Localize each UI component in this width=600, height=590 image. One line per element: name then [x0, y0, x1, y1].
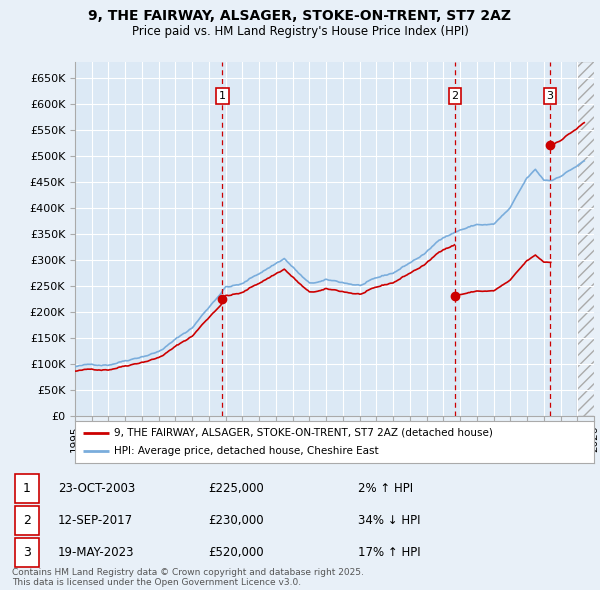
Text: 3: 3: [23, 546, 31, 559]
Text: 17% ↑ HPI: 17% ↑ HPI: [358, 546, 420, 559]
Bar: [577, 62, 600, 416]
FancyBboxPatch shape: [15, 474, 39, 503]
Text: 19-MAY-2023: 19-MAY-2023: [58, 546, 134, 559]
Text: 34% ↓ HPI: 34% ↓ HPI: [358, 514, 420, 527]
Text: £225,000: £225,000: [208, 482, 263, 495]
Text: 23-OCT-2003: 23-OCT-2003: [58, 482, 136, 495]
Text: HPI: Average price, detached house, Cheshire East: HPI: Average price, detached house, Ches…: [114, 446, 379, 456]
Text: £230,000: £230,000: [208, 514, 263, 527]
Text: £520,000: £520,000: [208, 546, 263, 559]
Bar: [577, 62, 600, 416]
Text: Price paid vs. HM Land Registry's House Price Index (HPI): Price paid vs. HM Land Registry's House …: [131, 25, 469, 38]
Text: 3: 3: [547, 91, 554, 101]
FancyBboxPatch shape: [15, 538, 39, 568]
FancyBboxPatch shape: [15, 506, 39, 535]
Text: 9, THE FAIRWAY, ALSAGER, STOKE-ON-TRENT, ST7 2AZ (detached house): 9, THE FAIRWAY, ALSAGER, STOKE-ON-TRENT,…: [114, 428, 493, 438]
Text: 12-SEP-2017: 12-SEP-2017: [58, 514, 133, 527]
Text: 9, THE FAIRWAY, ALSAGER, STOKE-ON-TRENT, ST7 2AZ: 9, THE FAIRWAY, ALSAGER, STOKE-ON-TRENT,…: [89, 9, 511, 23]
Text: 2: 2: [451, 91, 458, 101]
Text: Contains HM Land Registry data © Crown copyright and database right 2025.
This d: Contains HM Land Registry data © Crown c…: [12, 568, 364, 587]
Text: 1: 1: [23, 482, 31, 495]
Text: 1: 1: [219, 91, 226, 101]
Text: 2: 2: [23, 514, 31, 527]
Text: 2% ↑ HPI: 2% ↑ HPI: [358, 482, 413, 495]
